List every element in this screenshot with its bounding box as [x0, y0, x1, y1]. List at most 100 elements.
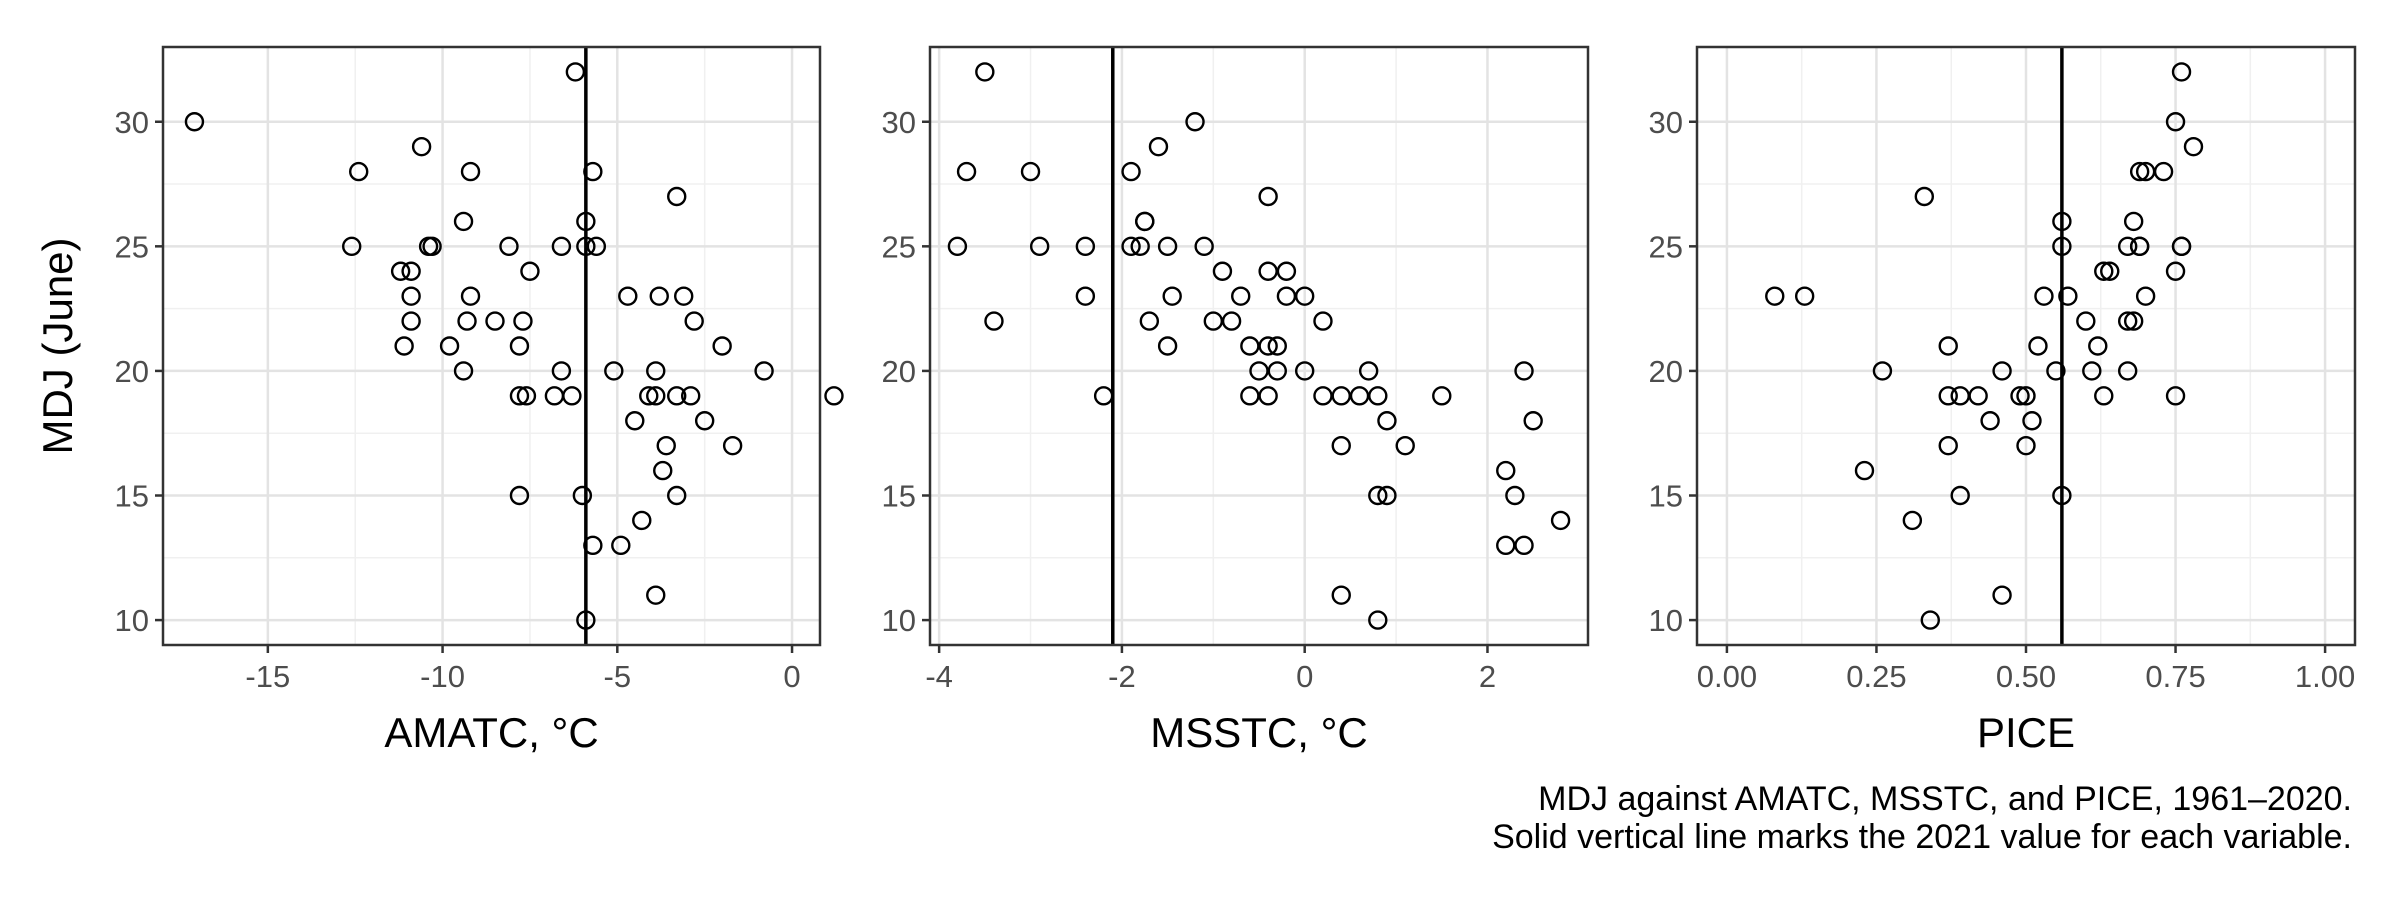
data-point — [975, 62, 995, 82]
data-point — [453, 211, 474, 232]
data-point — [680, 386, 701, 406]
panel-1-background — [163, 47, 820, 645]
x-tick-label: 0.25 — [1846, 659, 1906, 694]
x-tick-label: -4 — [925, 659, 953, 694]
data-point — [499, 236, 519, 257]
data-point — [684, 311, 704, 331]
data-point — [984, 311, 1004, 331]
data-point — [1902, 510, 1923, 531]
data-point — [401, 261, 421, 281]
data-point — [754, 361, 774, 381]
data-point — [1294, 361, 1315, 381]
x-tick-label: -15 — [245, 659, 290, 694]
data-point — [674, 286, 694, 306]
data-point — [611, 535, 631, 556]
data-point — [2016, 386, 2036, 406]
x-axis-title: AMATC, °C — [384, 709, 598, 756]
data-point — [1240, 386, 1260, 406]
data-point — [1550, 510, 1571, 531]
data-point — [1258, 336, 1278, 356]
data-point — [1872, 361, 1893, 381]
x-tick-label: 0.75 — [2145, 659, 2205, 694]
data-point — [1950, 485, 1970, 506]
data-point — [1135, 211, 1155, 232]
data-point — [1514, 535, 1534, 556]
data-point — [1523, 411, 1543, 431]
data-point — [509, 336, 530, 356]
data-point — [1514, 361, 1534, 381]
data-point — [1331, 435, 1351, 456]
data-point — [2171, 62, 2192, 82]
data-point — [667, 186, 687, 207]
data-point — [1358, 361, 1379, 381]
data-point — [1938, 386, 1958, 406]
data-point — [2123, 211, 2144, 232]
data-point — [2135, 286, 2156, 306]
data-point — [646, 361, 666, 381]
data-point — [516, 386, 537, 406]
data-point — [1075, 236, 1096, 257]
data-point — [2165, 386, 2186, 406]
data-point — [1148, 136, 1169, 157]
x-tick-label: 1.00 — [2295, 659, 2355, 694]
data-point — [509, 386, 530, 406]
data-point — [509, 485, 530, 506]
y-tick-label: 20 — [115, 354, 149, 389]
x-tick-label: -5 — [604, 659, 632, 694]
y-tick-label: 30 — [882, 105, 916, 140]
data-point — [1221, 311, 1242, 331]
data-point — [1980, 411, 2000, 431]
y-tick-label: 10 — [115, 603, 149, 638]
data-point — [1368, 610, 1388, 630]
data-point — [1496, 460, 1516, 481]
y-tick-label: 25 — [115, 229, 149, 264]
y-tick-label: 30 — [115, 105, 149, 140]
data-point — [401, 311, 421, 331]
y-tick-label: 15 — [1649, 479, 1683, 514]
data-point — [551, 236, 572, 257]
data-point — [457, 311, 477, 331]
data-point — [184, 112, 205, 132]
data-point — [2046, 361, 2066, 381]
data-point — [2010, 386, 2030, 406]
data-point — [1349, 386, 1370, 406]
data-point — [1249, 361, 1269, 381]
data-point — [1267, 361, 1287, 381]
data-point — [656, 435, 676, 456]
data-point — [565, 62, 586, 82]
data-point — [1992, 585, 2012, 605]
data-point — [1368, 485, 1388, 506]
data-point — [1258, 386, 1278, 406]
data-point — [485, 311, 505, 331]
data-point — [1794, 286, 1815, 306]
data-point — [1368, 386, 1388, 406]
data-point — [1240, 336, 1260, 356]
data-point — [1258, 261, 1278, 281]
data-point — [1276, 286, 1297, 306]
data-point — [2022, 411, 2042, 431]
figure-caption-line-2: Solid vertical line marks the 2021 value… — [1492, 818, 2352, 856]
y-axis-title: MDJ (June) — [34, 237, 81, 454]
y-tick-label: 15 — [115, 479, 149, 514]
x-tick-label: -2 — [1108, 659, 1136, 694]
y-tick-label: 25 — [882, 229, 916, 264]
data-point — [632, 510, 652, 531]
data-point — [639, 386, 659, 406]
data-point — [653, 460, 673, 481]
data-point — [1765, 286, 1785, 306]
data-point — [2153, 161, 2174, 182]
x-tick-label: 0 — [783, 659, 800, 694]
data-point — [1377, 411, 1397, 431]
data-point — [1377, 485, 1397, 506]
data-point — [572, 485, 593, 506]
data-point — [2094, 386, 2114, 406]
data-point — [646, 386, 666, 406]
data-point — [1331, 585, 1351, 605]
data-point — [1992, 361, 2012, 381]
data-point — [2123, 311, 2144, 331]
data-point — [1258, 186, 1278, 207]
y-tick-label: 30 — [1649, 105, 1683, 140]
data-point — [694, 411, 715, 431]
